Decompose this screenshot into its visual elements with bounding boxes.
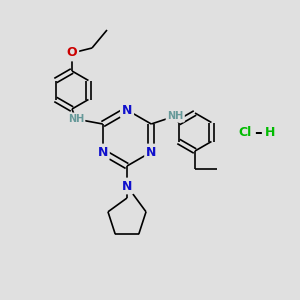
Text: H: H xyxy=(265,125,275,139)
Text: NH: NH xyxy=(68,114,84,124)
Text: Cl: Cl xyxy=(238,125,252,139)
Text: N: N xyxy=(122,103,132,116)
Text: N: N xyxy=(98,146,108,158)
Text: NH: NH xyxy=(167,111,183,121)
Text: N: N xyxy=(122,179,132,193)
Text: –: – xyxy=(254,124,262,140)
Text: O: O xyxy=(67,46,77,59)
Text: N: N xyxy=(146,146,156,158)
